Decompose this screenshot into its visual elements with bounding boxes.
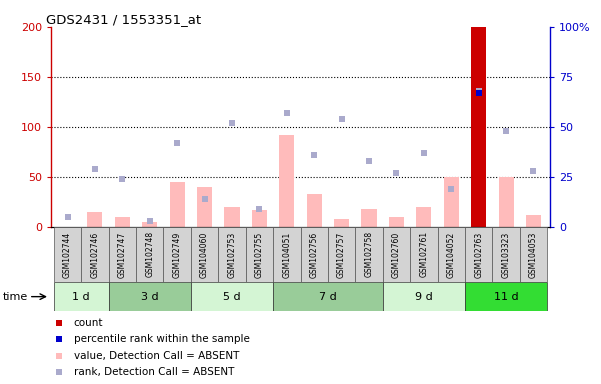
Point	[419, 150, 429, 156]
Point	[392, 170, 401, 176]
Text: GSM102747: GSM102747	[118, 231, 127, 278]
Bar	[81, 227, 109, 282]
Bar	[300, 227, 328, 282]
Point	[474, 90, 483, 96]
Bar	[191, 227, 218, 282]
Text: 7 d: 7 d	[319, 291, 337, 302]
Text: 11 d: 11 d	[494, 291, 519, 302]
Point	[255, 205, 264, 212]
Point	[53, 369, 63, 375]
Bar	[465, 282, 547, 311]
Text: GSM104052: GSM104052	[447, 231, 456, 278]
Bar	[465, 227, 492, 282]
Bar	[252, 210, 267, 227]
Point	[63, 214, 72, 220]
Bar	[361, 209, 377, 227]
Bar	[115, 217, 130, 227]
Bar	[383, 227, 410, 282]
Point	[227, 120, 237, 126]
Bar	[498, 177, 514, 227]
Text: GDS2431 / 1553351_at: GDS2431 / 1553351_at	[46, 13, 201, 26]
Point	[282, 110, 291, 116]
Bar	[492, 227, 520, 282]
Point	[200, 195, 209, 202]
Bar	[109, 227, 136, 282]
Bar	[169, 182, 185, 227]
Text: rank, Detection Call = ABSENT: rank, Detection Call = ABSENT	[73, 367, 234, 377]
Point	[447, 185, 456, 192]
Bar	[307, 194, 322, 227]
Bar	[438, 227, 465, 282]
Text: GSM102753: GSM102753	[228, 231, 236, 278]
Bar	[520, 227, 547, 282]
Point	[53, 336, 63, 343]
Bar	[410, 227, 438, 282]
Text: GSM104060: GSM104060	[200, 231, 209, 278]
Bar	[273, 227, 300, 282]
Bar	[444, 177, 459, 227]
Point	[118, 175, 127, 182]
Text: GSM102748: GSM102748	[145, 231, 154, 278]
Point	[337, 116, 346, 122]
Bar	[218, 227, 246, 282]
Bar	[416, 207, 432, 227]
Text: GSM102746: GSM102746	[90, 231, 99, 278]
Text: GSM103323: GSM103323	[502, 231, 511, 278]
Bar	[279, 135, 294, 227]
Bar	[163, 227, 191, 282]
Bar	[54, 227, 81, 282]
Point	[364, 157, 374, 164]
Point	[53, 320, 63, 326]
Bar	[328, 227, 355, 282]
Point	[501, 127, 511, 134]
Text: GSM104053: GSM104053	[529, 231, 538, 278]
Text: GSM102749: GSM102749	[172, 231, 182, 278]
Point	[172, 140, 182, 146]
Bar	[142, 222, 157, 227]
Text: GSM104051: GSM104051	[282, 231, 291, 278]
Bar	[526, 215, 541, 227]
Point	[474, 88, 483, 94]
Text: 9 d: 9 d	[415, 291, 433, 302]
Bar	[191, 282, 273, 311]
Point	[90, 166, 100, 172]
Bar	[197, 187, 212, 227]
Text: GSM102760: GSM102760	[392, 231, 401, 278]
Bar	[87, 212, 103, 227]
Bar	[383, 282, 465, 311]
Text: value, Detection Call = ABSENT: value, Detection Call = ABSENT	[73, 351, 239, 361]
Point	[310, 152, 319, 158]
Text: 1 d: 1 d	[73, 291, 90, 302]
Bar	[355, 227, 383, 282]
Text: GSM102744: GSM102744	[63, 231, 72, 278]
Text: time: time	[3, 291, 28, 302]
Bar	[109, 282, 191, 311]
Bar	[334, 218, 349, 227]
Bar	[471, 27, 486, 227]
Bar	[246, 227, 273, 282]
Text: GSM102755: GSM102755	[255, 231, 264, 278]
Bar	[54, 282, 109, 311]
Bar	[389, 217, 404, 227]
Text: GSM102756: GSM102756	[310, 231, 319, 278]
Point	[145, 217, 154, 223]
Bar	[273, 282, 383, 311]
Point	[53, 353, 63, 359]
Text: 3 d: 3 d	[141, 291, 159, 302]
Text: GSM102758: GSM102758	[365, 231, 373, 278]
Point	[529, 167, 538, 174]
Text: GSM102757: GSM102757	[337, 231, 346, 278]
Bar	[224, 207, 240, 227]
Text: GSM102763: GSM102763	[474, 231, 483, 278]
Text: count: count	[73, 318, 103, 328]
Text: GSM102761: GSM102761	[419, 231, 429, 278]
Text: percentile rank within the sample: percentile rank within the sample	[73, 334, 249, 344]
Bar	[136, 227, 163, 282]
Text: 5 d: 5 d	[223, 291, 241, 302]
